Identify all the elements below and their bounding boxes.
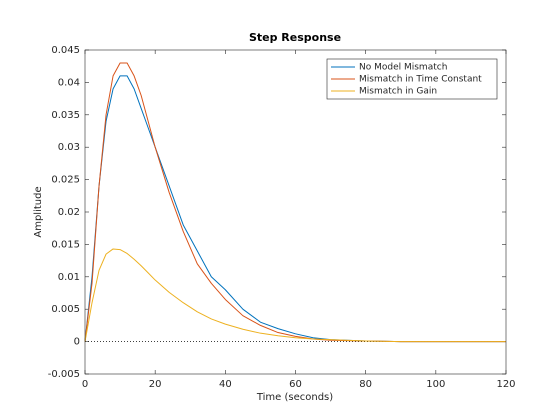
y-tick-label: 0.04 — [58, 77, 80, 88]
y-tick-label: 0.02 — [58, 207, 80, 218]
x-tick-label: 0 — [82, 379, 88, 390]
legend-label: Mismatch in Gain — [359, 87, 437, 97]
x-tick-label: 40 — [219, 379, 232, 390]
plot-area — [85, 50, 506, 374]
y-tick-label: 0.01 — [58, 272, 80, 283]
y-tick-label: 0.015 — [51, 239, 80, 250]
y-axis-label: Amplitude — [33, 186, 44, 237]
y-tick-label: 0.025 — [51, 175, 80, 186]
x-tick-label: 120 — [496, 379, 515, 390]
y-tick-label: 0.045 — [51, 45, 80, 56]
x-tick-label: 100 — [426, 379, 445, 390]
y-tick-label: -0.005 — [48, 369, 80, 380]
y-tick-label: 0.035 — [51, 110, 80, 121]
series-line — [84, 248, 506, 343]
y-tick-label: 0.005 — [51, 304, 80, 315]
y-tick-label: 0 — [74, 337, 80, 348]
x-tick-label: 60 — [289, 379, 302, 390]
x-axis-label: Time (seconds) — [256, 392, 333, 403]
legend-box — [326, 58, 498, 100]
chart-title: Step Response — [249, 31, 341, 44]
legend-label: Mismatch in Time Constant — [359, 75, 482, 85]
y-tick-label: 0.03 — [58, 142, 80, 153]
x-tick-label: 80 — [359, 379, 372, 390]
legend-label: No Model Mismatch — [359, 63, 447, 73]
x-tick-label: 20 — [149, 379, 162, 390]
plot-frame — [84, 49, 507, 375]
